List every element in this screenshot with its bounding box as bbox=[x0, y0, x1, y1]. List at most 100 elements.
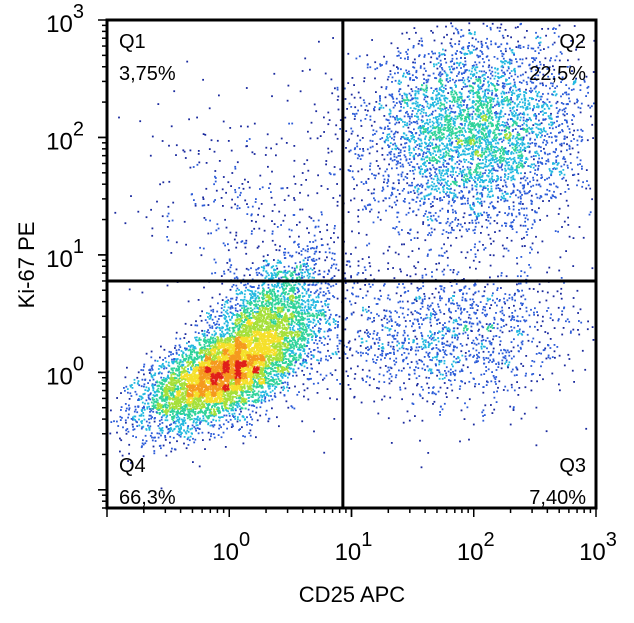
event-dot bbox=[138, 399, 141, 401]
event-dot bbox=[198, 364, 201, 367]
event-dot bbox=[201, 329, 203, 332]
event-dot bbox=[239, 419, 241, 422]
event-dot bbox=[134, 405, 137, 408]
event-dot bbox=[220, 338, 223, 340]
event-dot bbox=[178, 373, 181, 376]
event-dot bbox=[165, 380, 168, 382]
event-dot bbox=[183, 411, 185, 414]
event-dot bbox=[214, 345, 217, 348]
event-dot bbox=[190, 368, 193, 371]
event-dot bbox=[156, 432, 159, 435]
event-dot bbox=[187, 396, 190, 399]
event-dot bbox=[148, 428, 151, 430]
event-dot bbox=[210, 414, 213, 417]
event-dot bbox=[231, 346, 233, 348]
event-dot bbox=[206, 403, 209, 406]
event-dot bbox=[193, 361, 195, 364]
event-dot bbox=[144, 434, 147, 437]
event-dot bbox=[211, 333, 214, 336]
event-dot bbox=[143, 406, 145, 409]
event-dot bbox=[188, 354, 191, 357]
event-dot bbox=[213, 356, 216, 358]
event-dot bbox=[218, 409, 221, 412]
event-dot bbox=[246, 385, 249, 387]
event-dot bbox=[184, 322, 187, 325]
event-dot bbox=[167, 371, 170, 374]
event-dot bbox=[257, 361, 260, 364]
event-dot bbox=[179, 346, 182, 348]
event-dot bbox=[210, 369, 213, 372]
event-dot bbox=[187, 436, 190, 439]
event-dot bbox=[169, 381, 171, 384]
event-dot bbox=[177, 425, 180, 428]
event-dot bbox=[274, 338, 277, 341]
event-dot bbox=[199, 352, 201, 355]
event-dot bbox=[191, 397, 194, 400]
event-dot bbox=[246, 423, 248, 426]
event-dot bbox=[161, 409, 163, 412]
event-dot bbox=[202, 340, 205, 342]
event-dot bbox=[170, 384, 173, 387]
event-dot bbox=[154, 440, 157, 442]
event-dot bbox=[180, 397, 183, 400]
event-dot bbox=[202, 419, 205, 422]
event-dot bbox=[292, 352, 295, 354]
event-dot bbox=[249, 313, 252, 316]
event-dot bbox=[293, 407, 296, 410]
event-dot bbox=[187, 380, 190, 383]
event-dot bbox=[194, 324, 197, 327]
event-dot bbox=[220, 374, 223, 377]
event-dot bbox=[199, 422, 201, 425]
event-dot bbox=[241, 341, 244, 344]
event-dot bbox=[168, 396, 171, 399]
event-dot bbox=[259, 343, 262, 345]
event-dot bbox=[234, 382, 237, 384]
event-dot bbox=[242, 331, 244, 334]
event-dot bbox=[174, 360, 177, 363]
event-dot bbox=[192, 344, 195, 347]
event-dot bbox=[181, 366, 183, 369]
event-dot bbox=[185, 373, 187, 376]
event-dot bbox=[209, 374, 212, 376]
event-dot bbox=[237, 416, 239, 419]
event-dot bbox=[171, 391, 174, 394]
event-dot bbox=[174, 422, 177, 425]
event-dot bbox=[190, 373, 193, 376]
event-dot bbox=[193, 400, 195, 402]
event-dot bbox=[178, 366, 180, 369]
event-dot bbox=[197, 339, 200, 342]
event-dot bbox=[196, 395, 199, 398]
event-dot bbox=[220, 436, 223, 439]
event-dot bbox=[150, 356, 153, 359]
event-dot bbox=[198, 376, 201, 379]
event-dot bbox=[189, 428, 192, 430]
event-dot bbox=[140, 420, 142, 423]
event-dot bbox=[145, 440, 148, 442]
event-dot bbox=[217, 385, 220, 387]
event-dot bbox=[241, 343, 244, 346]
event-dot bbox=[159, 403, 161, 405]
event-dot bbox=[199, 379, 202, 382]
event-dot bbox=[247, 394, 249, 396]
event-dot bbox=[212, 395, 215, 398]
event-dot bbox=[160, 429, 163, 432]
event-dot bbox=[179, 383, 182, 386]
event-dot bbox=[212, 386, 214, 389]
event-dot bbox=[172, 389, 174, 392]
event-dot bbox=[179, 424, 182, 427]
event-dot bbox=[214, 399, 216, 401]
event-dot bbox=[157, 402, 160, 405]
event-dot bbox=[184, 371, 186, 373]
event-dot bbox=[199, 364, 202, 366]
event-dot bbox=[178, 398, 181, 401]
event-dot bbox=[230, 343, 232, 345]
event-dot bbox=[183, 405, 186, 408]
event-dot bbox=[142, 412, 145, 414]
event-dot bbox=[213, 424, 216, 426]
event-dot bbox=[264, 356, 267, 359]
event-dot bbox=[185, 432, 188, 435]
event-dot bbox=[167, 388, 170, 390]
event-dot bbox=[251, 308, 254, 311]
event-dot bbox=[193, 349, 195, 352]
event-dot bbox=[195, 421, 198, 424]
